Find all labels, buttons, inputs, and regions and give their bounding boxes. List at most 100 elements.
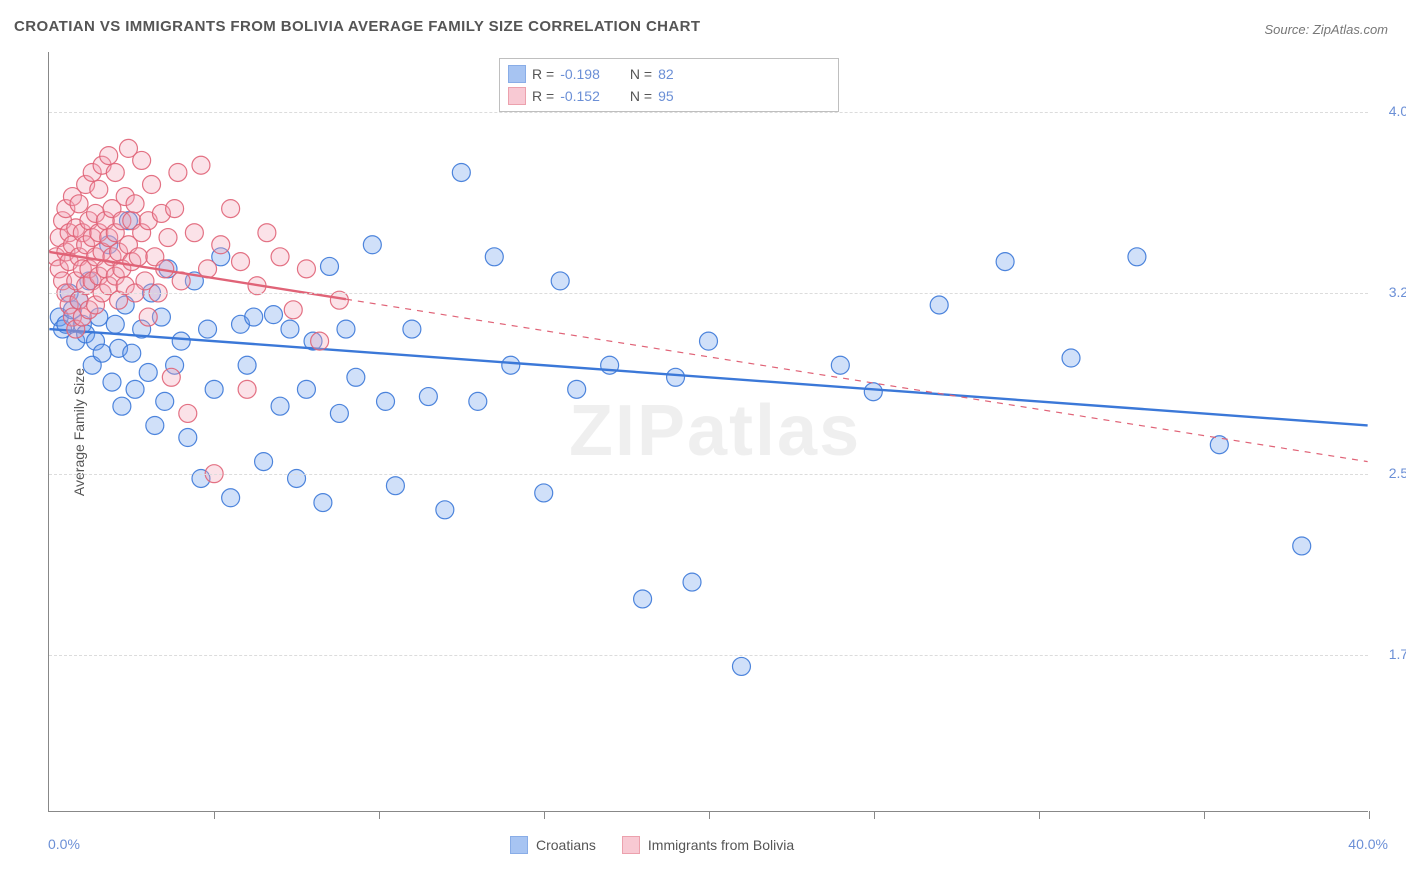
data-point	[100, 236, 118, 254]
data-point	[113, 397, 131, 415]
data-point	[83, 229, 101, 247]
watermark: ZIPatlas	[569, 390, 861, 472]
gridline	[49, 293, 1368, 294]
data-point	[700, 332, 718, 350]
y-axis-label: Average Family Size	[71, 367, 87, 495]
data-point	[146, 416, 164, 434]
data-point	[185, 272, 203, 290]
data-point	[179, 429, 197, 447]
stats-legend: R =-0.198N =82R =-0.152N =95	[499, 58, 839, 112]
data-point	[119, 236, 137, 254]
data-point	[683, 573, 701, 591]
data-point	[185, 224, 203, 242]
data-point	[63, 188, 81, 206]
data-point	[106, 163, 124, 181]
x-tick	[379, 811, 380, 819]
data-point	[1293, 537, 1311, 555]
trend-line-extrapolated	[346, 299, 1368, 461]
data-point	[133, 224, 151, 242]
r-value: -0.152	[560, 88, 600, 104]
data-point	[284, 301, 302, 319]
data-point	[119, 212, 137, 230]
data-point	[831, 356, 849, 374]
data-point	[116, 188, 134, 206]
data-point	[271, 248, 289, 266]
chart-svg	[49, 52, 1368, 811]
data-point	[67, 219, 85, 237]
data-point	[103, 248, 121, 266]
data-point	[166, 356, 184, 374]
series-label: Immigrants from Bolivia	[648, 837, 794, 853]
data-point	[106, 267, 124, 285]
data-point	[50, 229, 68, 247]
data-point	[63, 301, 81, 319]
data-point	[288, 469, 306, 487]
data-point	[116, 296, 134, 314]
data-point	[264, 306, 282, 324]
data-point	[139, 212, 157, 230]
data-point	[123, 344, 141, 362]
n-value: 95	[658, 88, 674, 104]
data-point	[159, 229, 177, 247]
data-point	[535, 484, 553, 502]
data-point	[169, 163, 187, 181]
data-point	[377, 392, 395, 410]
data-point	[634, 590, 652, 608]
data-point	[67, 320, 85, 338]
data-point	[143, 176, 161, 194]
trend-line	[49, 329, 1367, 425]
data-point	[192, 469, 210, 487]
data-point	[110, 339, 128, 357]
data-point	[60, 224, 78, 242]
n-value: 82	[658, 66, 674, 82]
data-point	[311, 332, 329, 350]
data-point	[57, 200, 75, 218]
series-swatch	[510, 836, 528, 854]
data-point	[238, 356, 256, 374]
data-point	[1062, 349, 1080, 367]
data-point	[156, 260, 174, 278]
data-point	[83, 272, 101, 290]
data-point	[222, 489, 240, 507]
data-point	[232, 315, 250, 333]
data-point	[245, 308, 263, 326]
data-point	[70, 248, 88, 266]
data-point	[106, 224, 124, 242]
r-label: R =	[532, 66, 554, 82]
data-point	[212, 236, 230, 254]
data-point	[54, 320, 72, 338]
data-point	[436, 501, 454, 519]
data-point	[864, 383, 882, 401]
data-point	[100, 229, 118, 247]
data-point	[271, 397, 289, 415]
source-attribution: Source: ZipAtlas.com	[1264, 22, 1388, 37]
x-axis-end: 40.0%	[1348, 836, 1388, 852]
data-point	[96, 260, 114, 278]
data-point	[87, 296, 105, 314]
data-point	[80, 272, 98, 290]
data-point	[732, 657, 750, 675]
data-point	[152, 204, 170, 222]
x-tick	[709, 811, 710, 819]
data-point	[248, 277, 266, 295]
y-tick-label: 4.00	[1389, 103, 1406, 119]
data-point	[60, 253, 78, 271]
data-point	[80, 301, 98, 319]
data-point	[159, 260, 177, 278]
data-point	[304, 332, 322, 350]
data-point	[179, 404, 197, 422]
data-point	[57, 243, 75, 261]
data-point	[136, 272, 154, 290]
data-point	[90, 180, 108, 198]
data-point	[116, 277, 134, 295]
series-label: Croatians	[536, 837, 596, 853]
data-point	[50, 260, 68, 278]
data-point	[90, 267, 108, 285]
data-point	[77, 236, 95, 254]
gridline	[49, 655, 1368, 656]
stats-row: R =-0.152N =95	[508, 85, 830, 107]
data-point	[192, 156, 210, 174]
r-label: R =	[532, 88, 554, 104]
series-swatch	[508, 87, 526, 105]
data-point	[90, 308, 108, 326]
